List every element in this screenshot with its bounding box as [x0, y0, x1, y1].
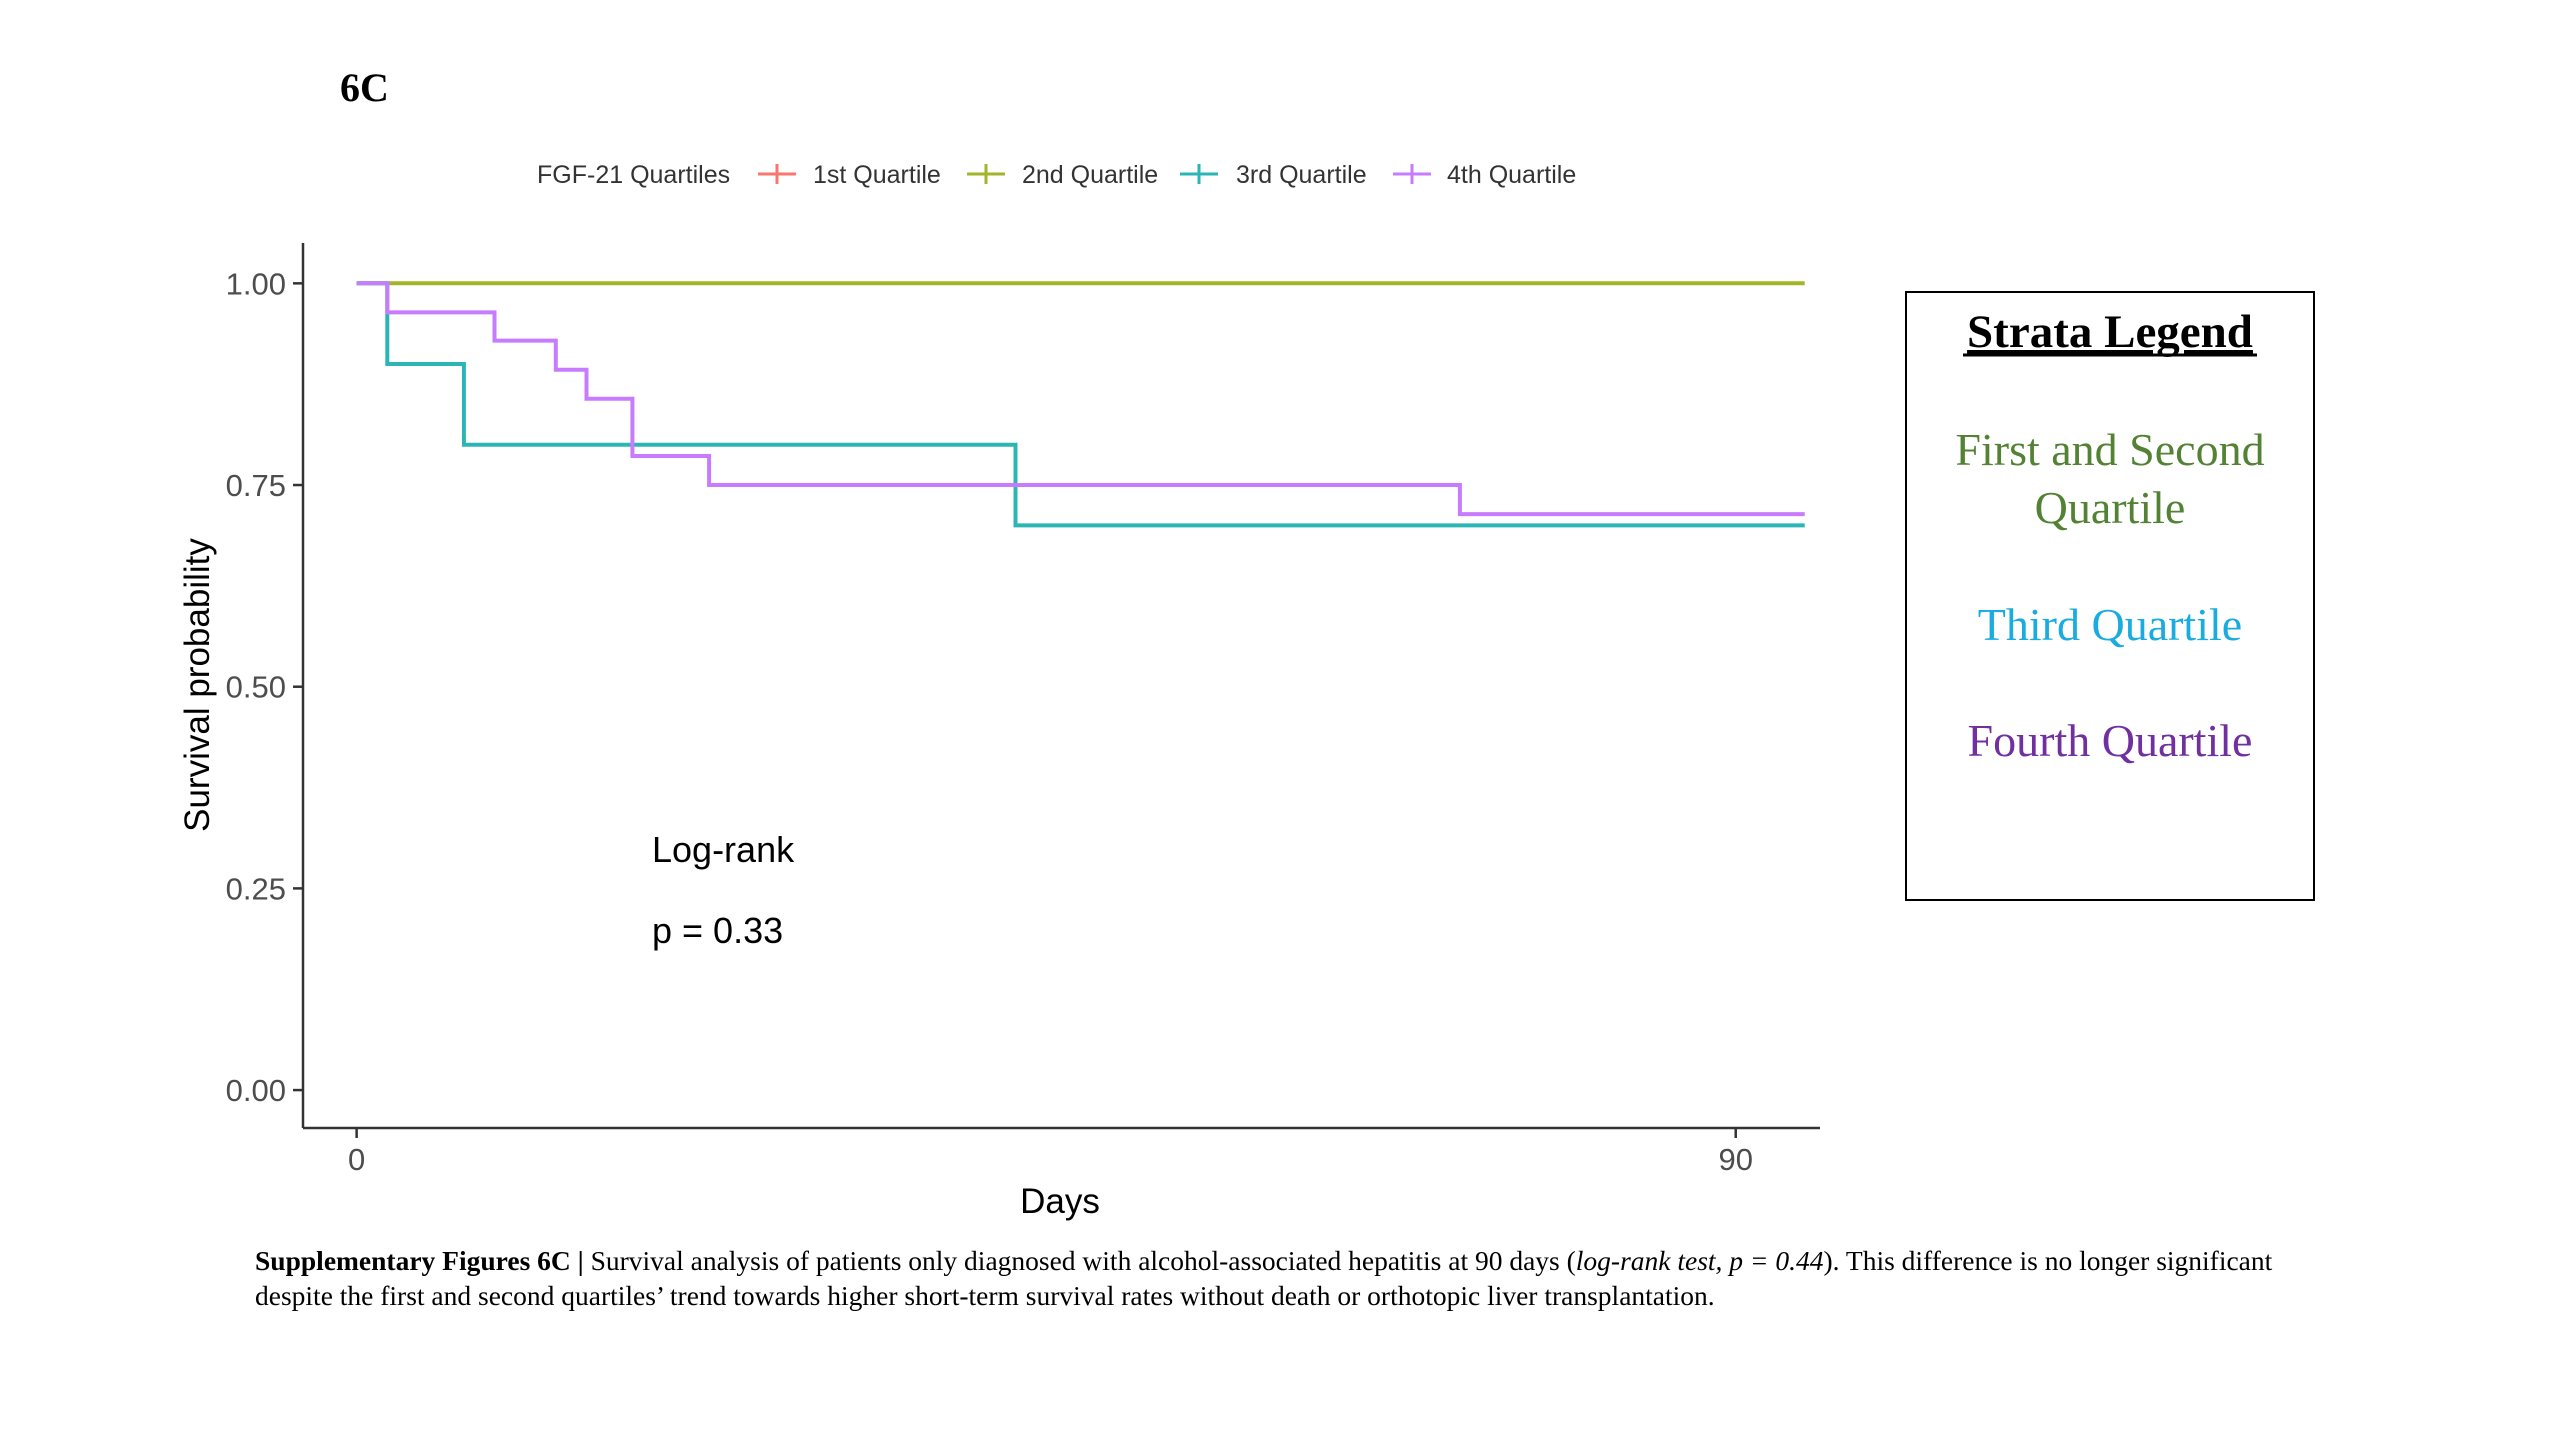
strata-legend-border — [1905, 291, 2315, 901]
series-layer — [356, 281, 1805, 528]
legend-key-q1 — [758, 164, 796, 184]
strata-legend-box: Strata Legend First and Second Quartile … — [1905, 291, 2315, 901]
caption-text2: ). This difference is no longer signific… — [255, 1245, 2273, 1311]
top-legend: FGF-21 Quartiles 1st Quartile 2nd Quarti… — [537, 161, 1576, 189]
series-line-q3 — [356, 281, 1805, 528]
legend-key-q3 — [1180, 164, 1218, 184]
legend-label-q3: 3rd Quartile — [1236, 161, 1367, 189]
caption-italic: log-rank test, p = 0.44 — [1575, 1245, 1824, 1276]
strata-first-second-line2: Quartile — [2035, 482, 2186, 533]
logrank-label: Log-rank — [652, 829, 795, 870]
figure-caption: Supplementary Figures 6C | Survival anal… — [255, 1243, 2305, 1313]
x-ticks: 0 90 — [348, 1128, 1753, 1177]
strata-first-second-line1: First and Second — [1955, 424, 2264, 475]
y-tick-label: 0.25 — [226, 871, 286, 906]
legend-title: FGF-21 Quartiles — [537, 161, 730, 189]
strata-legend-title: Strata Legend — [1967, 306, 2253, 358]
legend-label-q2: 2nd Quartile — [1022, 161, 1158, 189]
y-ticks: 0.00 0.25 0.50 0.75 1.00 — [226, 266, 303, 1108]
y-tick-label: 1.00 — [226, 266, 286, 301]
y-tick-label: 0.75 — [226, 468, 286, 503]
series-line-q4 — [356, 281, 1805, 517]
y-tick-label: 0.50 — [226, 670, 286, 705]
legend-label-q4: 4th Quartile — [1447, 161, 1576, 189]
caption-bold: Supplementary Figures 6C | — [255, 1245, 584, 1276]
legend-key-q2 — [967, 164, 1005, 184]
x-tick-label: 90 — [1718, 1142, 1752, 1177]
x-tick-label: 0 — [348, 1142, 365, 1177]
y-axis-label: Survival probability — [178, 538, 217, 832]
caption-text1: Survival analysis of patients only diagn… — [583, 1245, 1576, 1276]
y-tick-label: 0.00 — [226, 1073, 286, 1108]
panel-label: 6C — [340, 65, 389, 110]
x-axis-label: Days — [1020, 1182, 1100, 1221]
strata-third: Third Quartile — [1978, 599, 2242, 650]
pvalue-label: p = 0.33 — [652, 910, 783, 951]
legend-key-q4 — [1393, 164, 1431, 184]
strata-fourth: Fourth Quartile — [1968, 715, 2253, 766]
legend-label-q1: 1st Quartile — [813, 161, 941, 189]
